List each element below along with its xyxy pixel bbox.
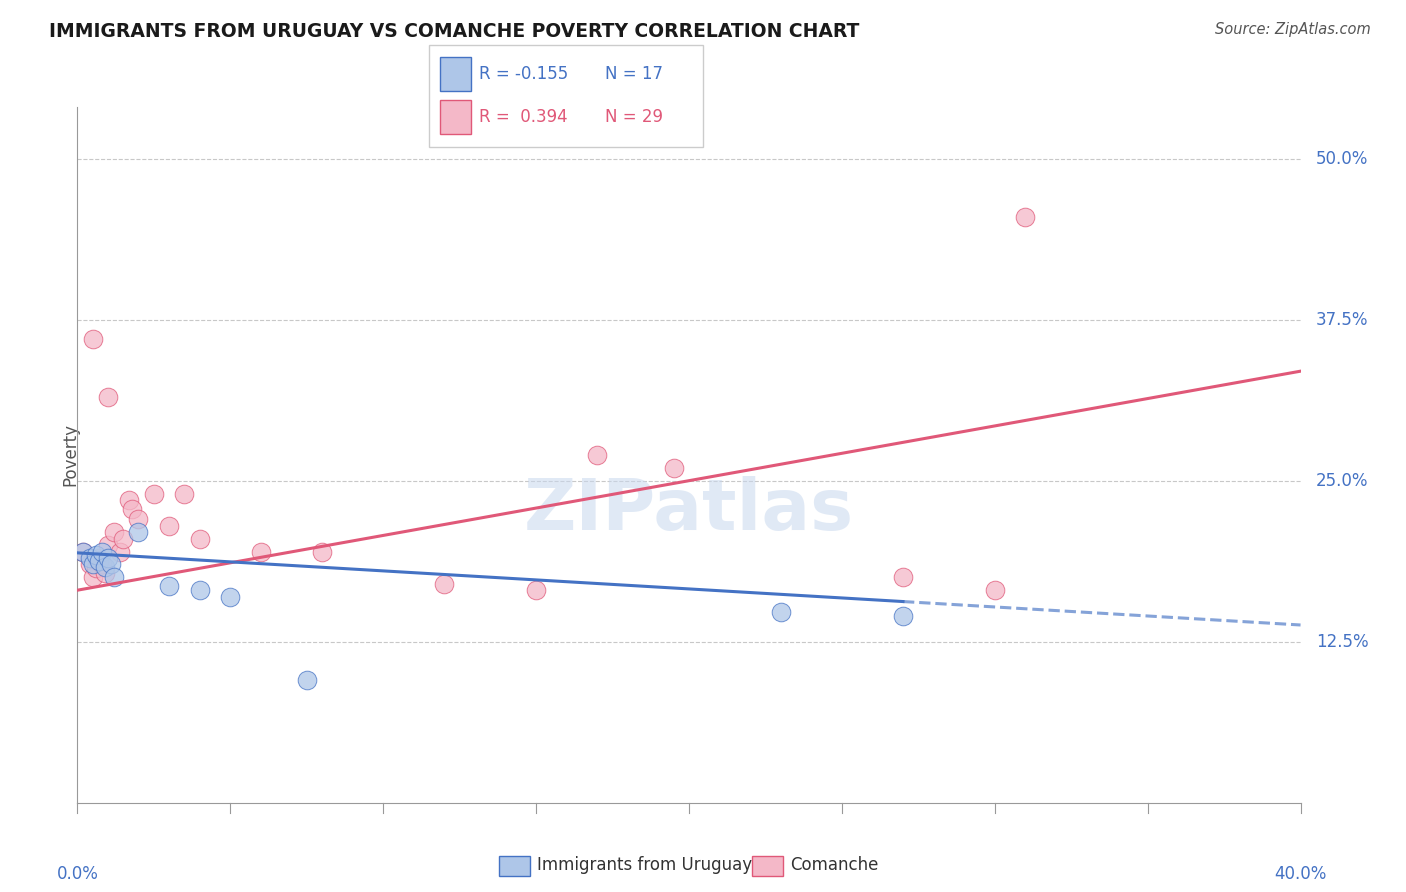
Point [891, 609, 914, 624]
Point [103, 525, 125, 540]
Point [118, 493, 141, 508]
Point [127, 525, 149, 540]
Point [662, 460, 685, 475]
Point [127, 512, 149, 526]
Point [94, 566, 117, 581]
Text: 50.0%: 50.0% [1316, 150, 1368, 168]
Point [295, 673, 318, 688]
Text: Comanche: Comanche [790, 856, 879, 874]
Point [72, 544, 94, 558]
Point [87, 553, 110, 567]
Point [188, 583, 211, 598]
Point [94, 560, 117, 574]
Point [84, 561, 107, 575]
Point [250, 544, 273, 558]
Text: N = 29: N = 29 [605, 108, 662, 126]
Point [79, 558, 101, 572]
Point [87, 551, 110, 566]
Y-axis label: Poverty: Poverty [62, 424, 79, 486]
Point [97, 538, 120, 552]
Point [769, 605, 792, 619]
Text: 25.0%: 25.0% [1316, 472, 1368, 490]
Text: 0.0%: 0.0% [56, 864, 98, 883]
Text: R = -0.155: R = -0.155 [479, 65, 568, 83]
Point [984, 583, 1007, 598]
Point [891, 570, 914, 584]
Text: ZIPatlas: ZIPatlas [524, 476, 853, 545]
Text: R =  0.394: R = 0.394 [479, 108, 568, 126]
Text: Source: ZipAtlas.com: Source: ZipAtlas.com [1215, 22, 1371, 37]
Point [586, 448, 609, 462]
Point [142, 486, 165, 500]
Point [79, 551, 101, 566]
Point [433, 576, 456, 591]
Text: Immigrants from Uruguay: Immigrants from Uruguay [537, 856, 752, 874]
Point [311, 544, 333, 558]
Text: 37.5%: 37.5% [1316, 310, 1368, 328]
Text: IMMIGRANTS FROM URUGUAY VS COMANCHE POVERTY CORRELATION CHART: IMMIGRANTS FROM URUGUAY VS COMANCHE POVE… [49, 22, 859, 41]
Point [103, 570, 125, 584]
Point [188, 532, 211, 546]
Point [121, 502, 143, 516]
Point [157, 518, 180, 533]
Point [108, 544, 131, 558]
Point [524, 583, 547, 598]
Point [84, 549, 107, 563]
Point [90, 544, 112, 558]
Text: N = 17: N = 17 [605, 65, 662, 83]
Text: 40.0%: 40.0% [1274, 864, 1327, 883]
Point [82, 558, 104, 572]
Point [97, 551, 120, 566]
Point [72, 544, 94, 558]
Text: 12.5%: 12.5% [1316, 632, 1368, 651]
Point [90, 558, 112, 572]
Point [97, 390, 120, 404]
Point [157, 579, 180, 593]
Point [100, 558, 122, 572]
Point [1014, 210, 1036, 224]
Point [112, 532, 135, 546]
Point [173, 486, 195, 500]
Point [82, 570, 104, 584]
Point [82, 332, 104, 346]
Point [219, 590, 242, 604]
